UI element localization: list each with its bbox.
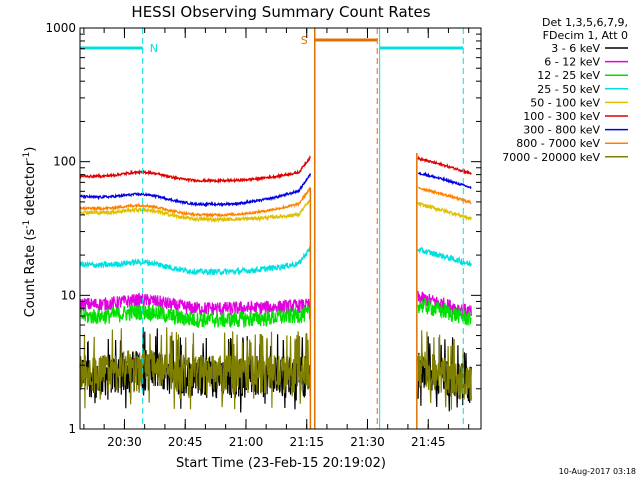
series-line xyxy=(79,173,311,208)
series-line xyxy=(417,171,472,190)
night-label: N xyxy=(150,42,158,55)
footer-date: 10-Aug-2017 03:18 xyxy=(559,467,636,476)
x-tick-label: 21:00 xyxy=(229,435,264,449)
series-line xyxy=(79,292,311,317)
y-axis-label: Count Rate (s-1 detector-1) xyxy=(22,147,38,318)
legend-entry-label: 300 - 800 keV xyxy=(523,124,600,137)
legend-entry-label: 6 - 12 keV xyxy=(544,56,600,69)
series-line xyxy=(79,186,311,219)
legend-entry-label: 800 - 7000 keV xyxy=(516,137,600,150)
x-tick-label: 21:30 xyxy=(350,435,385,449)
chart-title: HESSI Observing Summary Count Rates xyxy=(131,3,430,21)
x-axis-label: Start Time (23-Feb-15 20:19:02) xyxy=(176,456,386,471)
series-line xyxy=(417,186,472,205)
y-tick-label: 1000 xyxy=(45,21,76,35)
series-line xyxy=(417,201,472,222)
series-line xyxy=(417,330,472,410)
series-line xyxy=(417,155,472,175)
series-line xyxy=(417,246,472,267)
series-line xyxy=(79,246,311,276)
series-line xyxy=(79,198,311,223)
series-line xyxy=(79,327,311,410)
plot-layer: NS xyxy=(79,28,472,429)
series-line xyxy=(79,304,311,329)
y-tick-label: 10 xyxy=(61,288,76,302)
legend-entry-label: 100 - 300 keV xyxy=(523,110,600,123)
x-tick-label: 21:45 xyxy=(411,435,446,449)
legend-entry-label: 50 - 100 keV xyxy=(530,96,600,109)
y-tick-label: 1 xyxy=(68,422,76,436)
y-tick-label: 100 xyxy=(53,155,76,169)
legend: Det 1,3,5,6,7,9,FDecim 1, Att 03 - 6 keV… xyxy=(502,16,628,164)
legend-entry-label: 12 - 25 keV xyxy=(537,69,600,82)
legend-header: FDecim 1, Att 0 xyxy=(543,29,628,42)
x-tick-label: 21:15 xyxy=(289,435,324,449)
series-line xyxy=(79,154,311,184)
x-tick-label: 20:30 xyxy=(107,435,142,449)
series-line xyxy=(417,297,472,326)
legend-entry-label: 3 - 6 keV xyxy=(551,42,600,55)
legend-entry-label: 7000 - 20000 keV xyxy=(502,151,600,164)
legend-entry-label: 25 - 50 keV xyxy=(537,83,600,96)
x-tick-label: 20:45 xyxy=(168,435,203,449)
saa-label: S xyxy=(301,34,308,47)
plot-frame xyxy=(79,27,482,430)
axes-layer: 1 10 100 1000 20:30 20:45 21:00 21:15 21:30 21:45 xyxy=(45,21,482,449)
legend-header: Det 1,3,5,6,7,9, xyxy=(542,16,628,29)
